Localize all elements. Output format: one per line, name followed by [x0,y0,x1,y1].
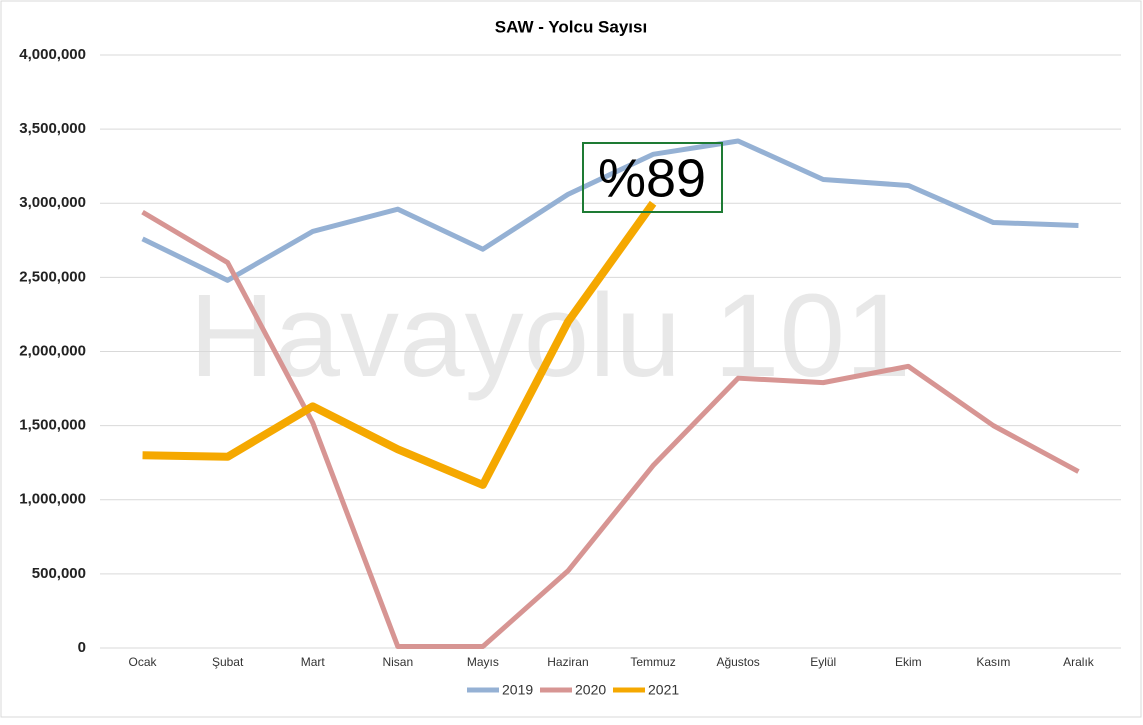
legend-label: 2020 [575,682,606,698]
x-tick-label: Temmuz [630,655,675,669]
x-tick-label: Nisan [382,655,413,669]
y-tick-label: 3,000,000 [19,194,86,211]
line-series [141,209,1080,650]
y-tick-label: 2,000,000 [19,342,86,359]
x-tick-label: Ağustos [716,655,759,669]
line-series [141,138,1079,283]
x-tick-label: Ekim [895,655,922,669]
line-series [142,200,657,489]
x-tick-label: Eylül [810,655,836,669]
annotation: %89 [598,148,706,208]
x-tick-label: Ocak [129,655,158,669]
legend-label: 2019 [502,682,533,698]
legend-label: 2021 [648,682,679,698]
x-tick-label: Mayıs [467,655,499,669]
x-tick-label: Şubat [212,655,244,669]
y-tick-label: 4,000,000 [19,46,86,63]
y-tick-label: 1,500,000 [19,417,86,434]
y-tick-label: 500,000 [32,565,86,582]
x-tick-label: Kasım [976,655,1010,669]
x-tick-label: Aralık [1063,655,1095,669]
chart-title: SAW - Yolcu Sayısı [495,17,647,36]
y-tick-label: 3,500,000 [19,120,86,137]
x-tick-label: Mart [301,655,326,669]
y-tick-label: 2,500,000 [19,268,86,285]
x-tick-label: Haziran [547,655,588,669]
y-tick-label: 0 [78,639,86,656]
y-tick-label: 1,000,000 [19,491,86,508]
annotation-box [582,142,723,213]
